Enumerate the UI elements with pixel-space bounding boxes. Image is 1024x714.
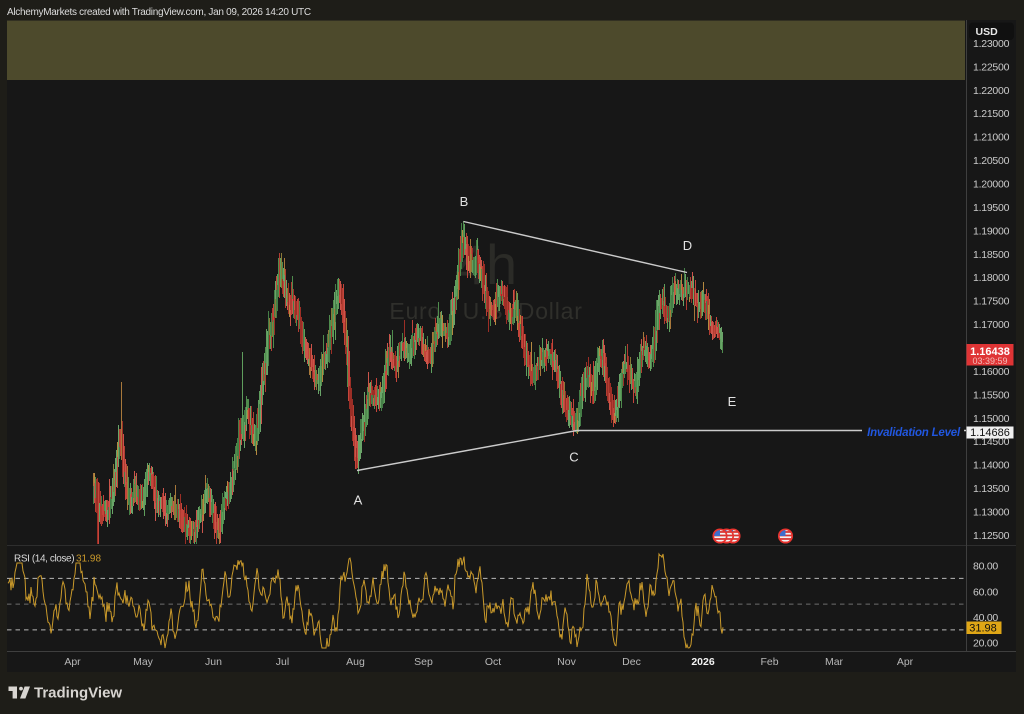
svg-text:1.21000: 1.21000 (973, 132, 1010, 144)
svg-text:E: E (728, 394, 737, 409)
svg-text:1.18000: 1.18000 (973, 272, 1010, 284)
svg-text:RSI (14, close): RSI (14, close) (14, 554, 74, 565)
svg-text:1.13500: 1.13500 (973, 483, 1010, 495)
svg-text:20.00: 20.00 (973, 638, 998, 650)
svg-text:Nov: Nov (557, 656, 576, 668)
svg-text:31.98: 31.98 (76, 554, 101, 565)
svg-text:1.19000: 1.19000 (973, 225, 1010, 237)
svg-text:C: C (569, 450, 578, 465)
svg-text:D: D (683, 238, 692, 253)
svg-text:Invalidation Level: Invalidation Level (867, 427, 961, 439)
svg-text:1.21500: 1.21500 (973, 108, 1010, 120)
svg-text:60.00: 60.00 (973, 586, 998, 598)
svg-text:31.98: 31.98 (969, 623, 997, 635)
svg-text:2026: 2026 (691, 656, 715, 668)
svg-text:Dec: Dec (622, 656, 641, 668)
svg-text:Mar: Mar (825, 656, 844, 668)
svg-text:B: B (460, 194, 469, 209)
svg-text:1.15500: 1.15500 (973, 389, 1010, 401)
svg-text:TradingView: TradingView (34, 685, 122, 702)
svg-text:1.16000: 1.16000 (973, 366, 1010, 378)
svg-text:03:39:59: 03:39:59 (972, 356, 1007, 366)
svg-text:1.12500: 1.12500 (973, 530, 1010, 542)
svg-text:1.17500: 1.17500 (973, 296, 1010, 308)
svg-text:1.14686: 1.14686 (970, 427, 1010, 439)
svg-text:Jun: Jun (205, 656, 222, 668)
svg-text:1.23000: 1.23000 (973, 38, 1010, 50)
svg-text:Sep: Sep (414, 656, 433, 668)
svg-text:1.22500: 1.22500 (973, 61, 1010, 73)
svg-text:Aug: Aug (346, 656, 365, 668)
svg-text:1.15000: 1.15000 (973, 413, 1010, 425)
svg-text:1.22000: 1.22000 (973, 85, 1010, 97)
svg-text:1.16438: 1.16438 (970, 346, 1010, 358)
svg-text:May: May (133, 656, 154, 668)
svg-text:1.19500: 1.19500 (973, 202, 1010, 214)
svg-text:Oct: Oct (485, 656, 501, 668)
svg-text:40.00: 40.00 (973, 612, 998, 624)
svg-text:Feb: Feb (760, 656, 778, 668)
svg-text:1.20000: 1.20000 (973, 179, 1010, 191)
svg-text:AlchemyMarkets created with Tr: AlchemyMarkets created with TradingView.… (7, 7, 311, 18)
svg-text:1.13000: 1.13000 (973, 507, 1010, 519)
svg-text:1.20500: 1.20500 (973, 155, 1010, 167)
svg-text:Apr: Apr (897, 656, 914, 668)
svg-text:USD: USD (976, 26, 999, 38)
svg-text:80.00: 80.00 (973, 561, 998, 573)
svg-text:1.17000: 1.17000 (973, 319, 1010, 331)
svg-text:1.18500: 1.18500 (973, 249, 1010, 261)
svg-text:1.14500: 1.14500 (973, 436, 1010, 448)
svg-text:Apr: Apr (64, 656, 81, 668)
svg-text:A: A (354, 493, 363, 508)
svg-text:Jul: Jul (276, 656, 289, 668)
svg-text:1.14000: 1.14000 (973, 460, 1010, 472)
